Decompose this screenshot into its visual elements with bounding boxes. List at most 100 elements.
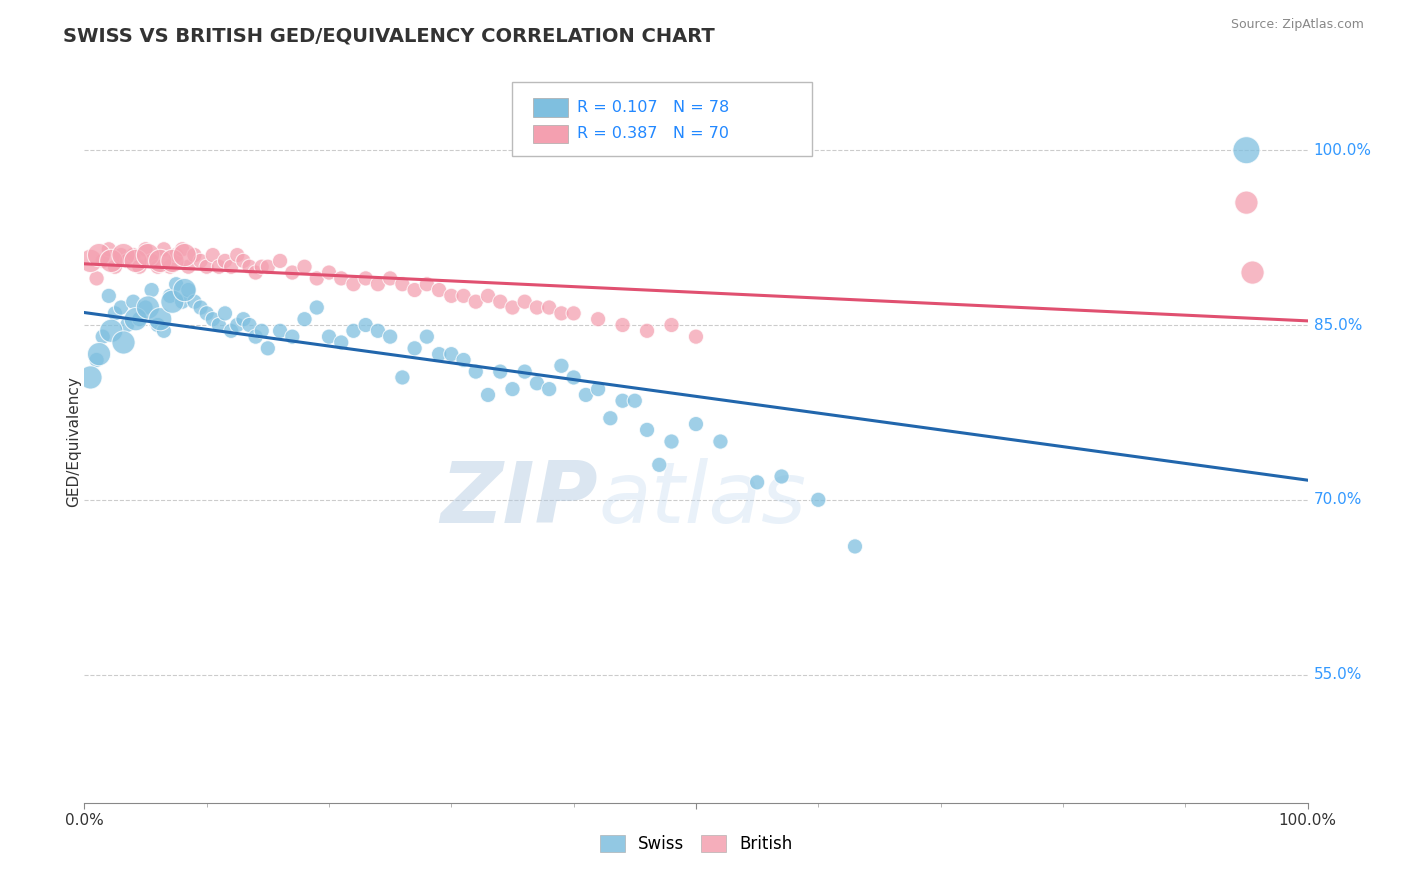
Point (208, 318, 231, 332)
Point (172, 294, 194, 309)
Text: Source: ZipAtlas.com: Source: ZipAtlas.com (1230, 18, 1364, 31)
Point (201, 312, 224, 326)
Point (104, 306, 127, 320)
Point (257, 341, 280, 355)
Point (440, 289, 463, 303)
Point (502, 382, 524, 396)
Point (79, 370, 101, 384)
Point (342, 324, 364, 338)
FancyBboxPatch shape (513, 82, 813, 156)
Point (110, 301, 132, 315)
Point (245, 266, 267, 280)
Point (128, 260, 150, 274)
Text: R = 0.387   N = 70: R = 0.387 N = 70 (578, 127, 730, 142)
Point (112, 248, 135, 262)
Point (464, 294, 486, 309)
Point (226, 248, 249, 262)
Point (624, 393, 647, 408)
Point (104, 260, 127, 274)
Point (318, 329, 340, 343)
Point (97, 242, 120, 256)
Point (86, 353, 108, 368)
Point (172, 242, 194, 256)
Point (330, 335, 353, 350)
Point (599, 411, 621, 425)
Point (477, 388, 499, 402)
Point (250, 260, 273, 274)
Point (305, 301, 328, 315)
Point (281, 329, 304, 343)
Point (747, 475, 769, 490)
Point (464, 365, 486, 379)
Point (354, 271, 377, 285)
Point (141, 283, 163, 297)
Point (219, 260, 242, 274)
Text: ZIP: ZIP (440, 458, 598, 541)
Point (135, 301, 157, 315)
Point (146, 260, 169, 274)
Point (219, 324, 242, 338)
Point (214, 306, 236, 320)
Point (238, 318, 260, 332)
Point (87, 347, 110, 361)
Point (612, 393, 634, 408)
Point (97, 289, 120, 303)
Text: atlas: atlas (598, 458, 806, 541)
FancyBboxPatch shape (533, 125, 568, 144)
Point (281, 266, 304, 280)
Point (86, 271, 108, 285)
Point (153, 242, 176, 256)
Point (538, 301, 561, 315)
Point (342, 277, 364, 292)
Point (135, 242, 157, 256)
Point (636, 324, 658, 338)
Point (562, 370, 585, 384)
Point (162, 254, 184, 268)
Point (330, 271, 353, 285)
Point (550, 306, 572, 320)
Point (380, 329, 402, 343)
Point (149, 254, 172, 268)
Point (586, 312, 609, 326)
Point (250, 324, 273, 338)
Point (453, 353, 475, 368)
Point (269, 254, 291, 268)
Point (367, 324, 389, 338)
Point (238, 260, 260, 274)
Point (87, 248, 110, 262)
Point (513, 294, 536, 309)
Point (115, 318, 138, 332)
Point (100, 254, 122, 268)
Point (136, 248, 159, 262)
Point (453, 289, 475, 303)
Legend: Swiss, British: Swiss, British (593, 828, 799, 860)
Point (354, 318, 377, 332)
Point (807, 492, 830, 507)
Point (190, 254, 212, 268)
Point (305, 271, 328, 285)
Point (526, 301, 548, 315)
Point (177, 283, 200, 297)
Point (162, 294, 184, 309)
Point (165, 277, 187, 292)
Point (844, 540, 866, 554)
Point (173, 283, 195, 297)
Point (232, 312, 254, 326)
Point (112, 335, 135, 350)
Text: 100.0%: 100.0% (1313, 143, 1372, 158)
Point (257, 260, 280, 274)
Point (91, 329, 114, 343)
Point (685, 329, 707, 343)
Point (195, 260, 218, 274)
Point (122, 294, 145, 309)
Text: R = 0.107   N = 78: R = 0.107 N = 78 (578, 100, 730, 115)
Text: 85.0%: 85.0% (1313, 318, 1362, 333)
Point (1241, 266, 1264, 280)
Point (125, 254, 148, 268)
Point (513, 365, 536, 379)
Point (183, 248, 205, 262)
Point (79, 254, 101, 268)
Point (146, 318, 169, 332)
Point (294, 312, 316, 326)
Point (183, 294, 205, 309)
